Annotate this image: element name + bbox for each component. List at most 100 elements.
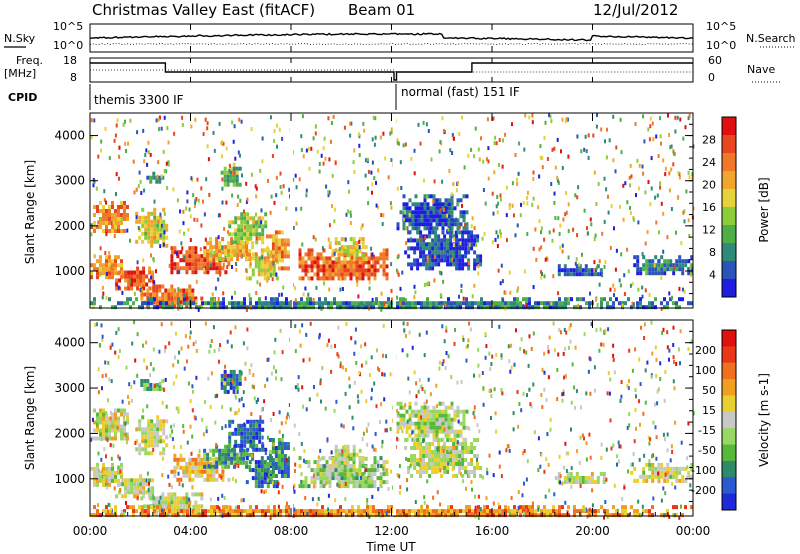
noise-cell bbox=[657, 154, 660, 158]
data-cell bbox=[355, 276, 359, 281]
noise-cell bbox=[426, 509, 429, 514]
noise-cell bbox=[672, 162, 675, 167]
data-cell bbox=[228, 220, 232, 225]
noise-cell bbox=[540, 226, 543, 231]
data-cell bbox=[200, 254, 204, 259]
noise-cell bbox=[124, 119, 126, 124]
data-cell bbox=[188, 284, 192, 289]
data-cell bbox=[114, 259, 117, 264]
data-cell bbox=[108, 416, 111, 421]
data-cell bbox=[111, 259, 114, 264]
data-cell bbox=[153, 423, 157, 428]
data-cell bbox=[450, 425, 454, 430]
data-cell bbox=[235, 377, 239, 382]
data-cell bbox=[225, 513, 228, 518]
noise-cell bbox=[556, 178, 559, 183]
noise-cell bbox=[461, 203, 463, 208]
data-cell bbox=[446, 438, 450, 442]
noise-cell bbox=[656, 193, 659, 198]
data-cell bbox=[158, 175, 162, 180]
data-cell bbox=[447, 222, 451, 227]
data-cell bbox=[126, 301, 129, 306]
data-cell bbox=[117, 209, 120, 213]
noise-cell bbox=[382, 213, 385, 218]
data-cell bbox=[470, 446, 474, 450]
data-cell bbox=[135, 427, 139, 432]
data-cell bbox=[340, 272, 344, 277]
noise-cell bbox=[683, 289, 686, 294]
noise-cell bbox=[413, 284, 416, 289]
data-cell bbox=[651, 462, 655, 467]
data-cell bbox=[246, 228, 250, 233]
data-cell bbox=[269, 476, 273, 481]
noise-cell bbox=[641, 285, 644, 290]
data-cell bbox=[642, 478, 646, 483]
data-cell bbox=[331, 468, 335, 473]
data-cell bbox=[96, 209, 99, 213]
noise-cell bbox=[618, 444, 621, 449]
noise-cell bbox=[367, 422, 370, 427]
noise-cell bbox=[624, 181, 627, 186]
noise-cell bbox=[161, 293, 164, 298]
data-cell bbox=[114, 209, 117, 213]
noise-cell bbox=[591, 503, 594, 508]
noise-cell bbox=[678, 286, 681, 291]
data-cell bbox=[419, 442, 423, 446]
data-cell bbox=[261, 228, 265, 233]
data-cell bbox=[425, 462, 429, 466]
noise-cell bbox=[583, 147, 586, 152]
data-cell bbox=[263, 464, 267, 469]
data-cell bbox=[492, 513, 495, 518]
data-cell bbox=[263, 468, 267, 473]
data-cell bbox=[479, 258, 483, 263]
data-cell bbox=[120, 466, 123, 471]
noise-cell bbox=[546, 157, 549, 161]
data-cell bbox=[434, 462, 438, 466]
data-cell bbox=[236, 245, 240, 250]
data-cell bbox=[687, 474, 691, 479]
noise-cell bbox=[334, 344, 336, 348]
data-cell bbox=[251, 245, 255, 250]
data-cell bbox=[462, 437, 466, 442]
data-cell bbox=[234, 228, 238, 233]
data-cell bbox=[90, 513, 93, 518]
data-cell bbox=[428, 454, 432, 458]
data-cell bbox=[271, 250, 275, 255]
noise-cell bbox=[301, 114, 304, 119]
data-cell bbox=[176, 461, 180, 466]
data-cell bbox=[498, 301, 501, 306]
noise-cell bbox=[373, 176, 376, 181]
data-cell bbox=[599, 472, 603, 476]
data-cell bbox=[331, 472, 335, 477]
noise-cell bbox=[680, 241, 683, 245]
data-cell bbox=[420, 301, 423, 306]
noise-cell bbox=[560, 149, 562, 154]
data-cell bbox=[222, 513, 225, 518]
data-cell bbox=[557, 268, 561, 273]
data-cell bbox=[552, 505, 555, 510]
data-cell bbox=[495, 509, 498, 514]
data-cell bbox=[99, 412, 102, 417]
data-cell bbox=[675, 305, 678, 310]
data-cell bbox=[246, 216, 250, 221]
noise-cell bbox=[477, 264, 480, 269]
data-cell bbox=[352, 448, 356, 453]
noise-cell bbox=[339, 276, 342, 281]
noise-cell bbox=[499, 281, 502, 286]
freq-strip: Freq. [MHz] 18 8 60 0 Nave bbox=[4, 54, 782, 84]
data-cell bbox=[221, 448, 225, 453]
noise-cell bbox=[275, 272, 278, 277]
noise-cell bbox=[106, 437, 109, 442]
data-cell bbox=[144, 219, 148, 224]
data-cell bbox=[437, 458, 441, 462]
data-cell bbox=[304, 484, 308, 489]
noise-cell bbox=[246, 327, 249, 332]
noise-cell bbox=[347, 455, 350, 460]
data-cell bbox=[340, 468, 344, 473]
data-cell bbox=[474, 509, 477, 514]
data-cell bbox=[408, 301, 411, 306]
noise-cell bbox=[526, 302, 528, 307]
noise-cell bbox=[367, 169, 370, 174]
data-cell bbox=[630, 505, 633, 510]
